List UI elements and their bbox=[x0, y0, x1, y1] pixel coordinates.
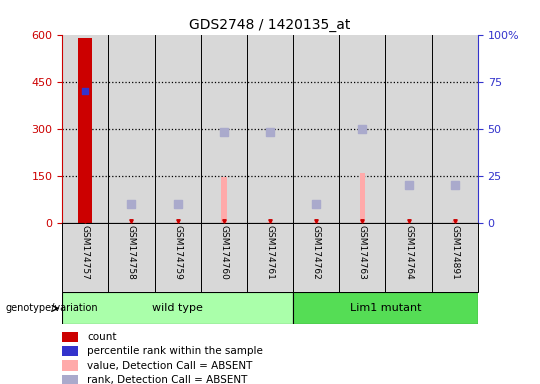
Point bbox=[81, 88, 90, 94]
Text: percentile rank within the sample: percentile rank within the sample bbox=[87, 346, 263, 356]
Bar bbox=[62, 223, 109, 292]
Bar bbox=[360, 173, 365, 223]
Bar bbox=[201, 223, 247, 292]
Bar bbox=[267, 222, 273, 223]
Point bbox=[219, 129, 228, 136]
Point bbox=[266, 129, 274, 136]
Point bbox=[312, 201, 321, 207]
Text: Lim1 mutant: Lim1 mutant bbox=[350, 303, 421, 313]
Bar bbox=[293, 223, 339, 292]
Point bbox=[450, 182, 459, 188]
Bar bbox=[293, 292, 478, 324]
Bar bbox=[406, 222, 411, 223]
Bar bbox=[431, 35, 478, 223]
Bar bbox=[386, 35, 431, 223]
Bar bbox=[201, 35, 247, 223]
Bar bbox=[431, 223, 478, 292]
Title: GDS2748 / 1420135_at: GDS2748 / 1420135_at bbox=[190, 18, 350, 32]
Bar bbox=[109, 35, 154, 223]
Point bbox=[358, 126, 367, 132]
Text: GSM174761: GSM174761 bbox=[266, 225, 274, 280]
Bar bbox=[62, 346, 78, 356]
Bar bbox=[293, 35, 339, 223]
Bar bbox=[62, 360, 78, 371]
Text: GSM174763: GSM174763 bbox=[358, 225, 367, 280]
Text: value, Detection Call = ABSENT: value, Detection Call = ABSENT bbox=[87, 361, 253, 371]
Point bbox=[404, 182, 413, 188]
Bar bbox=[78, 38, 92, 223]
Bar bbox=[62, 292, 293, 324]
Bar bbox=[247, 35, 293, 223]
Text: GSM174762: GSM174762 bbox=[312, 225, 321, 280]
Bar bbox=[452, 221, 457, 223]
Bar bbox=[129, 222, 134, 223]
Bar bbox=[62, 375, 78, 384]
Text: GSM174757: GSM174757 bbox=[80, 225, 90, 280]
Bar bbox=[62, 35, 109, 223]
Bar bbox=[109, 223, 154, 292]
Text: GSM174764: GSM174764 bbox=[404, 225, 413, 280]
Text: GSM174758: GSM174758 bbox=[127, 225, 136, 280]
Bar bbox=[313, 222, 319, 223]
Bar bbox=[339, 223, 386, 292]
Bar bbox=[247, 223, 293, 292]
Bar bbox=[154, 223, 201, 292]
Text: genotype/variation: genotype/variation bbox=[5, 303, 98, 313]
Text: GSM174891: GSM174891 bbox=[450, 225, 460, 280]
Bar bbox=[62, 332, 78, 342]
Bar bbox=[386, 223, 431, 292]
Text: rank, Detection Call = ABSENT: rank, Detection Call = ABSENT bbox=[87, 375, 248, 384]
Bar bbox=[154, 35, 201, 223]
Text: wild type: wild type bbox=[152, 303, 203, 313]
Text: GSM174759: GSM174759 bbox=[173, 225, 182, 280]
Bar bbox=[175, 222, 180, 223]
Point bbox=[173, 201, 182, 207]
Bar bbox=[221, 177, 227, 223]
Text: count: count bbox=[87, 332, 117, 342]
Point bbox=[127, 201, 136, 207]
Bar bbox=[339, 35, 386, 223]
Text: GSM174760: GSM174760 bbox=[219, 225, 228, 280]
